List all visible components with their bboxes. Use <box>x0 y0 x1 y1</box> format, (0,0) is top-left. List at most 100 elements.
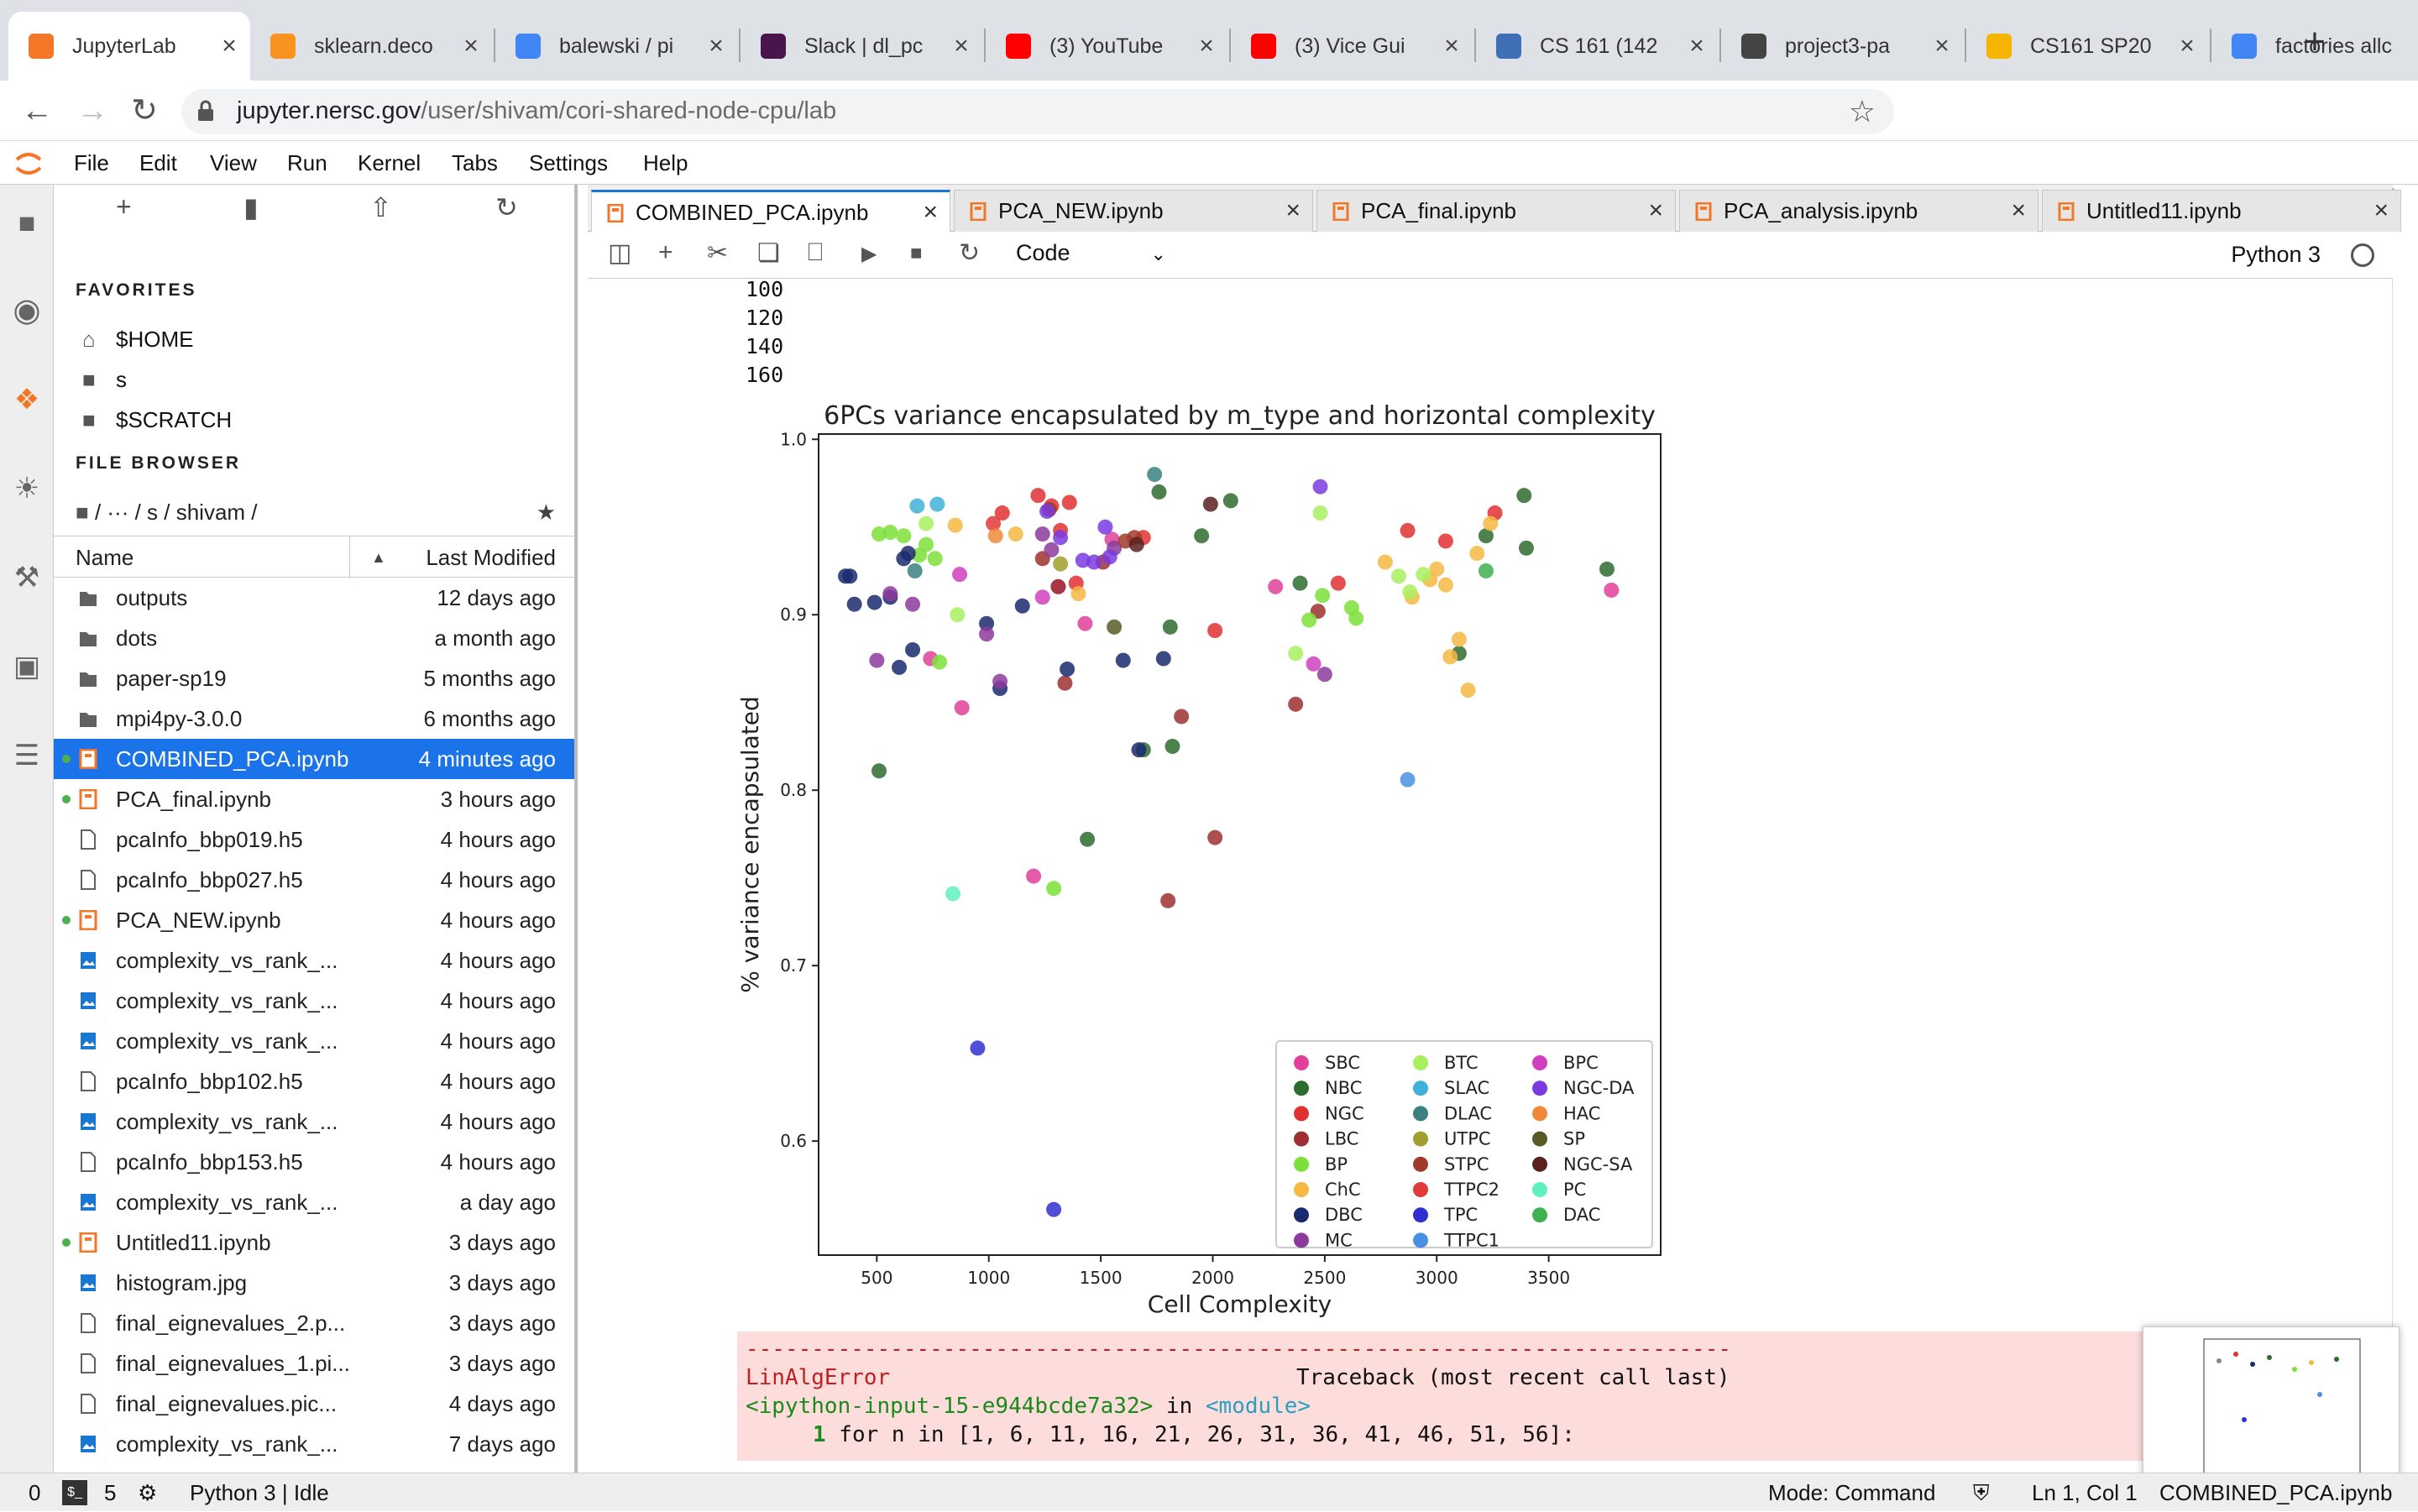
tab-close-icon[interactable]: × <box>2180 32 2195 60</box>
forward-icon[interactable]: → <box>76 93 108 128</box>
menu-file[interactable]: File <box>74 150 109 175</box>
status-terminals-count[interactable]: 0 <box>29 1480 41 1505</box>
file-row[interactable]: final_eignevalues.pic... 4 days ago <box>54 1384 574 1424</box>
tabs-icon[interactable]: ▣ <box>13 651 41 683</box>
address-bar[interactable]: jupyter.nersc.gov/user/shivam/cori-share… <box>181 89 1894 134</box>
paste-icon[interactable]: ⎕ <box>808 238 823 266</box>
copy-icon[interactable]: ❏ <box>757 239 780 267</box>
save-icon[interactable]: ◫ <box>608 239 632 267</box>
tab-close-icon[interactable]: × <box>1934 32 1950 60</box>
kernel-gear-icon[interactable]: ⚙ <box>138 1480 158 1505</box>
menu-tabs[interactable]: Tabs <box>452 150 498 175</box>
toc-icon[interactable]: ☰ <box>13 740 40 772</box>
close-icon[interactable]: × <box>1648 196 1663 224</box>
browser-tab[interactable]: balewski / pi × <box>495 12 737 81</box>
file-row[interactable]: final_eignevalues_2.p... 3 days ago <box>54 1303 574 1343</box>
file-row[interactable]: complexity_vs_rank_... 7 days ago <box>54 1424 574 1464</box>
kernel-status[interactable]: Python 3 | Idle <box>190 1480 329 1505</box>
browser-tab[interactable]: Slack | dl_pc × <box>741 12 982 81</box>
kernel-name[interactable]: Python 3 <box>2231 242 2321 267</box>
file-row[interactable]: pcaInfo_bbp019.h5 4 hours ago <box>54 819 574 860</box>
cursor-position[interactable]: Ln 1, Col 1 <box>2032 1480 2138 1505</box>
favorite-item[interactable]: ■ $SCRATCH <box>82 401 232 438</box>
notebook-output-area[interactable]: 100 120 140 160 6PCs variance encapsulated … <box>588 279 2393 1461</box>
notebook-tab[interactable]: PCA_final.ipynb × <box>1316 190 1676 232</box>
folder-icon[interactable]: ■ <box>18 207 36 239</box>
refresh-icon[interactable]: ↻ <box>495 192 518 222</box>
run-icon[interactable]: ▶ <box>861 243 877 265</box>
cut-icon[interactable]: ✂ <box>707 239 729 267</box>
back-icon[interactable]: ← <box>21 93 53 128</box>
new-launcher-icon[interactable]: + <box>116 191 132 222</box>
tab-close-icon[interactable]: × <box>222 32 237 60</box>
insert-cell-icon[interactable]: + <box>658 238 673 266</box>
file-row[interactable]: complexity_vs_rank_... 4 hours ago <box>54 1021 574 1061</box>
reload-icon[interactable]: ↻ <box>131 93 158 128</box>
new-tab-button[interactable]: + <box>2304 21 2326 62</box>
file-row[interactable]: complexity_vs_rank_... 4 hours ago <box>54 1101 574 1142</box>
wrench-icon[interactable]: ⚒ <box>13 562 40 594</box>
file-row[interactable]: Untitled11.ipynb 3 days ago <box>54 1222 574 1263</box>
tab-close-icon[interactable]: × <box>1444 32 1459 60</box>
file-row[interactable]: complexity_vs_rank_... 4 hours ago <box>54 940 574 981</box>
file-row[interactable]: pcaInfo_bbp153.h5 4 hours ago <box>54 1142 574 1182</box>
file-row[interactable]: mpi4py-3.0.0 6 months ago <box>54 698 574 739</box>
browser-tab[interactable]: (3) Vice Gui × <box>1231 12 1473 81</box>
browser-tab[interactable]: factories allc× <box>2211 12 2418 81</box>
favorite-item[interactable]: ■ s <box>82 361 127 398</box>
file-row[interactable]: histogram.jpg 3 days ago <box>54 1263 574 1303</box>
favorite-star-icon[interactable]: ★ <box>536 500 556 525</box>
column-name[interactable]: Name <box>76 545 134 570</box>
file-row[interactable]: COMBINED_PCA.ipynb 4 minutes ago <box>54 739 574 779</box>
close-icon[interactable]: × <box>1285 196 1301 224</box>
file-row[interactable]: PCA_NEW.ipynb 4 hours ago <box>54 900 574 940</box>
file-row[interactable]: complexity_vs_rank_... 4 hours ago <box>54 981 574 1021</box>
tab-close-icon[interactable]: × <box>954 32 969 60</box>
upload-icon[interactable]: ⇧ <box>369 192 392 222</box>
favorite-item[interactable]: ⌂ $HOME <box>82 321 193 358</box>
browser-tab[interactable]: CS161 SP20 × <box>1966 12 2208 81</box>
trusted-shield-icon[interactable]: ⛨ <box>1973 1480 1990 1505</box>
cell-type-select[interactable]: Code ⌄ <box>1016 240 1166 266</box>
bookmark-star-icon[interactable]: ☆ <box>1848 94 1876 128</box>
menu-edit[interactable]: Edit <box>139 150 177 175</box>
menu-run[interactable]: Run <box>287 150 327 175</box>
notebook-tab[interactable]: PCA_NEW.ipynb × <box>954 190 1313 232</box>
tab-close-icon[interactable]: × <box>1199 32 1214 60</box>
close-icon[interactable]: × <box>923 198 938 226</box>
stop-icon[interactable]: ■ <box>910 242 923 264</box>
menu-kernel[interactable]: Kernel <box>358 150 421 175</box>
tab-close-icon[interactable]: × <box>463 32 479 60</box>
git-icon[interactable]: ❖ <box>13 384 40 416</box>
column-last-modified[interactable]: Last Modified <box>426 545 556 570</box>
browser-tab[interactable]: (3) YouTube × <box>986 12 1227 81</box>
breadcrumb-path[interactable]: / ··· / s / shivam / <box>94 500 258 525</box>
browser-tab[interactable]: project3-pa × <box>1721 12 1963 81</box>
file-row[interactable]: PCA_final.ipynb 3 hours ago <box>54 779 574 819</box>
close-icon[interactable]: × <box>2011 196 2026 224</box>
file-row[interactable]: outputs 12 days ago <box>54 578 574 618</box>
status-kernels-count[interactable]: 5 <box>104 1480 117 1505</box>
browser-tab[interactable]: CS 161 (142 × <box>1476 12 1718 81</box>
breadcrumb[interactable]: ■ / ··· / s / shivam / ★ <box>76 495 563 529</box>
file-row[interactable]: complexity_vs_rank_... a day ago <box>54 1182 574 1222</box>
file-row[interactable]: dots a month ago <box>54 618 574 658</box>
menu-help[interactable]: Help <box>643 150 688 175</box>
restart-icon[interactable]: ↻ <box>959 239 981 267</box>
tab-close-icon[interactable]: × <box>709 32 724 60</box>
file-row[interactable]: paper-sp19 5 months ago <box>54 658 574 698</box>
running-icon[interactable]: ◉ <box>13 293 41 328</box>
close-icon[interactable]: × <box>2374 196 2389 224</box>
palette-icon[interactable]: ☀ <box>13 473 40 505</box>
menu-view[interactable]: View <box>210 150 257 175</box>
browser-tab[interactable]: sklearn.deco × <box>250 12 492 81</box>
file-row[interactable]: pcaInfo_bbp102.h5 4 hours ago <box>54 1061 574 1101</box>
browser-tab[interactable]: JupyterLab × <box>8 12 250 81</box>
file-row[interactable]: pcaInfo_bbp027.h5 4 hours ago <box>54 860 574 900</box>
notebook-tab[interactable]: PCA_analysis.ipynb × <box>1679 190 2039 232</box>
file-row[interactable]: final_eignevalues_1.pi... 3 days ago <box>54 1343 574 1384</box>
new-folder-icon[interactable]: ▮ <box>243 192 259 222</box>
terminal-icon[interactable]: $_ <box>62 1480 87 1505</box>
menu-settings[interactable]: Settings <box>529 150 608 175</box>
sort-ascending-icon[interactable]: ▲ <box>371 549 386 566</box>
